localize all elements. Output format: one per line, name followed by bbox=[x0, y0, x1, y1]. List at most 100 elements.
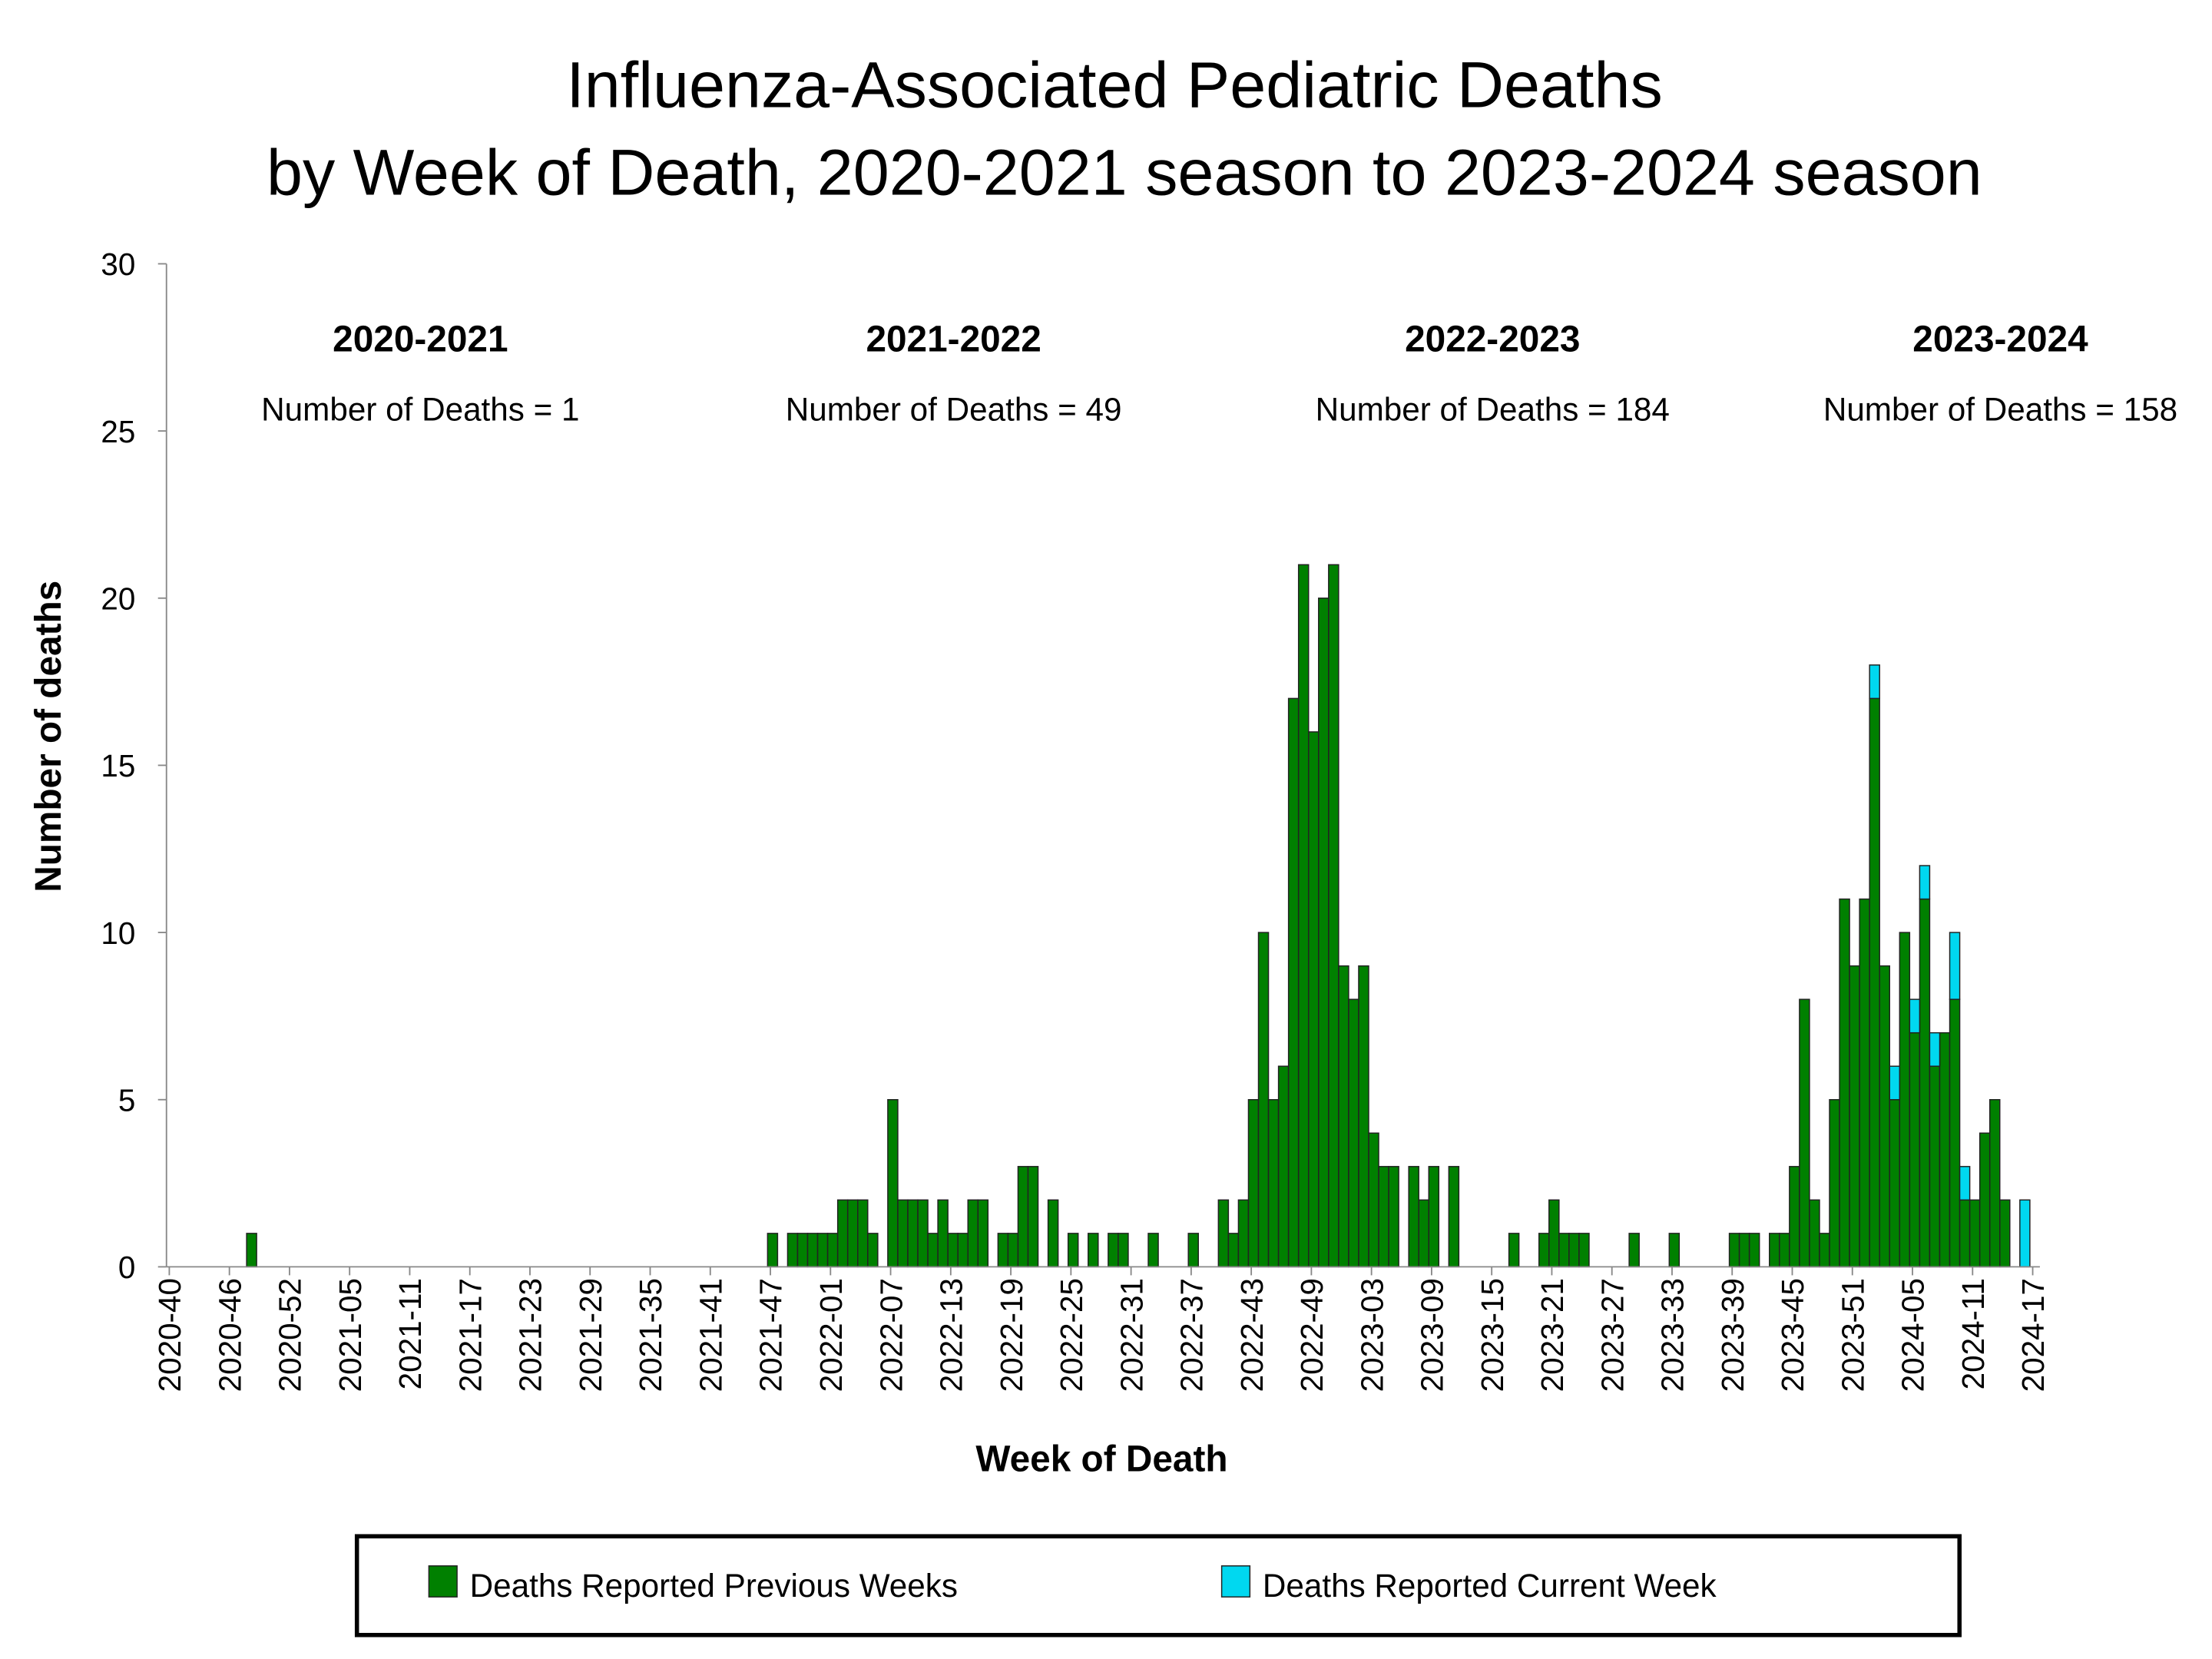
x-tick-label: 2020-46 bbox=[212, 1278, 247, 1392]
bar bbox=[907, 1199, 919, 1268]
bar bbox=[786, 1233, 799, 1268]
x-tick-label: 2021-41 bbox=[693, 1278, 728, 1392]
bar bbox=[1047, 1199, 1059, 1268]
bar bbox=[1819, 1233, 1830, 1268]
bar bbox=[1959, 1166, 1971, 1201]
x-tick-label: 2023-09 bbox=[1415, 1278, 1450, 1392]
bar bbox=[1949, 998, 1961, 1268]
bar bbox=[1017, 1166, 1029, 1268]
bar bbox=[1538, 1233, 1550, 1268]
y-tick-label: 0 bbox=[118, 1250, 135, 1285]
bar bbox=[1257, 932, 1270, 1268]
bar bbox=[1297, 564, 1310, 1268]
bar bbox=[1959, 1199, 1971, 1268]
bar bbox=[806, 1233, 819, 1268]
bar bbox=[1348, 998, 1359, 1268]
bar bbox=[1378, 1166, 1389, 1268]
bar bbox=[1859, 898, 1870, 1268]
bar bbox=[1418, 1199, 1429, 1268]
y-tick-label: 30 bbox=[101, 247, 135, 282]
bar bbox=[867, 1233, 879, 1268]
bar bbox=[957, 1233, 969, 1268]
bar bbox=[1979, 1132, 1991, 1268]
season-title: 2023-2024 bbox=[1912, 319, 2088, 359]
bar bbox=[937, 1199, 949, 1268]
legend-box bbox=[354, 1534, 1962, 1637]
bar bbox=[1799, 998, 1810, 1268]
season-total: Number of Deaths = 184 bbox=[1316, 391, 1670, 427]
y-tick-label: 20 bbox=[101, 581, 135, 616]
bar bbox=[857, 1199, 869, 1268]
season-total: Number of Deaths = 1 bbox=[261, 391, 579, 427]
y-tick-label: 15 bbox=[101, 748, 135, 783]
bar bbox=[1728, 1233, 1740, 1268]
x-tick-label: 2022-19 bbox=[994, 1278, 1029, 1392]
bar bbox=[1558, 1233, 1570, 1268]
bar bbox=[1187, 1233, 1199, 1268]
bar bbox=[927, 1233, 939, 1268]
bar bbox=[887, 1099, 899, 1268]
bar bbox=[1949, 932, 1961, 1000]
legend-swatch bbox=[428, 1565, 458, 1598]
bar bbox=[826, 1233, 839, 1268]
bar bbox=[1829, 1099, 1840, 1268]
bar bbox=[1088, 1233, 1099, 1268]
bar bbox=[1568, 1233, 1580, 1268]
bar bbox=[1368, 1132, 1379, 1268]
bar bbox=[1267, 1099, 1280, 1268]
bar bbox=[1879, 965, 1890, 1268]
bar bbox=[1839, 898, 1850, 1268]
bar bbox=[1909, 1031, 1921, 1268]
bar bbox=[2019, 1199, 2031, 1268]
bar bbox=[977, 1199, 989, 1268]
bar bbox=[1668, 1233, 1681, 1268]
bar bbox=[897, 1199, 909, 1268]
x-tick-label: 2022-13 bbox=[934, 1278, 969, 1392]
bar bbox=[1307, 731, 1320, 1268]
x-tick-label: 2022-25 bbox=[1054, 1278, 1089, 1392]
x-tick-label: 2024-17 bbox=[2015, 1278, 2051, 1392]
x-tick-label: 2023-27 bbox=[1594, 1278, 1630, 1392]
bar bbox=[1869, 664, 1880, 700]
x-tick-label: 2021-47 bbox=[753, 1278, 789, 1392]
chart-title: Influenza-Associated Pediatric Deaths bbox=[566, 49, 1662, 121]
bar bbox=[246, 1233, 257, 1268]
x-tick-label: 2023-15 bbox=[1475, 1278, 1510, 1392]
bar bbox=[1748, 1233, 1760, 1268]
x-tick-label: 2021-05 bbox=[333, 1278, 368, 1392]
season-title: 2022-2023 bbox=[1405, 319, 1580, 359]
y-tick-label: 10 bbox=[101, 916, 135, 951]
bar bbox=[1809, 1199, 1820, 1268]
x-tick-label: 2023-45 bbox=[1775, 1278, 1810, 1392]
x-tick-label: 2023-51 bbox=[1835, 1278, 1870, 1392]
bar bbox=[1899, 932, 1911, 1268]
bar bbox=[1929, 1065, 1941, 1268]
season-total: Number of Deaths = 49 bbox=[786, 391, 1122, 427]
bar bbox=[1919, 865, 1931, 900]
y-tick-label: 25 bbox=[101, 414, 135, 449]
season-title: 2020-2021 bbox=[333, 319, 508, 359]
bar bbox=[1889, 1099, 1901, 1268]
bar bbox=[1318, 598, 1330, 1268]
chart-title: by Week of Death, 2020-2021 season to 20… bbox=[267, 136, 1982, 208]
x-tick-label: 2022-07 bbox=[873, 1278, 909, 1392]
bar bbox=[796, 1233, 809, 1268]
x-tick-label: 2022-43 bbox=[1234, 1278, 1270, 1392]
bar bbox=[1939, 1031, 1951, 1268]
x-tick-label: 2023-21 bbox=[1535, 1278, 1570, 1392]
bar bbox=[1358, 965, 1369, 1268]
season-title: 2021-2022 bbox=[866, 319, 1041, 359]
bar bbox=[1147, 1233, 1159, 1268]
bar bbox=[997, 1233, 1009, 1268]
x-tick-label: 2022-37 bbox=[1174, 1278, 1210, 1392]
bar bbox=[1929, 1031, 1941, 1067]
bar bbox=[1869, 697, 1880, 1268]
bar bbox=[1428, 1166, 1440, 1268]
bar bbox=[1738, 1233, 1750, 1268]
bar bbox=[1007, 1233, 1019, 1268]
bar bbox=[1328, 564, 1339, 1268]
bar bbox=[917, 1199, 929, 1268]
y-axis-label: Number of deaths bbox=[28, 581, 69, 892]
season-total: Number of Deaths = 158 bbox=[1823, 391, 2177, 427]
